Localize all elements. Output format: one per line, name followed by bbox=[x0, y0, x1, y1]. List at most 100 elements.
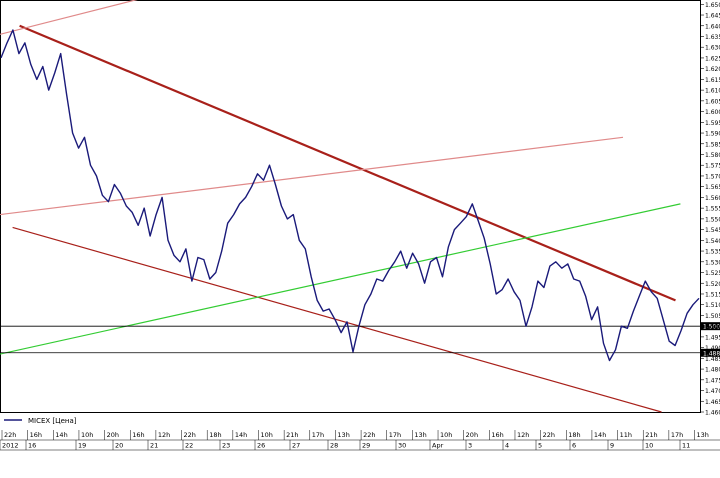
x-time-label: 18h bbox=[209, 431, 221, 439]
x-time-label: 14h bbox=[235, 431, 247, 439]
y-tick-label: 1.640 bbox=[705, 23, 720, 30]
y-tick-label: 1.485 bbox=[705, 356, 720, 363]
y-tick-label: 1.600 bbox=[705, 109, 720, 116]
y-tick-label: 1.495 bbox=[705, 334, 720, 341]
trend-line bbox=[12, 226, 662, 413]
x-time-label: 11h bbox=[620, 431, 632, 439]
y-tick-label: 1.460 bbox=[705, 410, 720, 417]
x-time-label: 22h bbox=[4, 431, 16, 439]
x-time-label: 20h bbox=[466, 431, 478, 439]
series-layer bbox=[0, 29, 700, 362]
y-tick-label: 1.615 bbox=[705, 77, 720, 84]
y-tick-label: 1.605 bbox=[705, 98, 720, 105]
trend-line bbox=[0, 136, 624, 216]
y-tick-label: 1.635 bbox=[705, 34, 720, 41]
legend-label: MICEX [Цена] bbox=[28, 417, 77, 425]
y-tick-label: 1.555 bbox=[705, 206, 720, 213]
x-time-label: 13h bbox=[414, 431, 426, 439]
trend-line bbox=[19, 24, 676, 302]
x-date-label: 11 bbox=[682, 442, 690, 450]
x-time-label: 17h bbox=[671, 431, 683, 439]
x-date-label: 2012 bbox=[2, 442, 19, 450]
price-series-line bbox=[0, 29, 700, 362]
x-time-label: 21h bbox=[645, 431, 657, 439]
x-date-label: 19 bbox=[78, 442, 86, 450]
x-time-label: 12h bbox=[517, 431, 529, 439]
x-time-label: 14h bbox=[55, 431, 67, 439]
y-tick-label: 1.505 bbox=[705, 313, 720, 320]
x-time-label: 22h bbox=[184, 431, 196, 439]
y-tick-label: 1.650 bbox=[705, 2, 720, 9]
x-time-label: 20h bbox=[107, 431, 119, 439]
y-tick-label: 1.565 bbox=[705, 184, 720, 191]
reference-line-badge bbox=[701, 348, 720, 357]
x-time-label: 21h bbox=[286, 431, 298, 439]
y-tick-label: 1.545 bbox=[705, 227, 720, 234]
y-tick-label: 1.560 bbox=[705, 195, 720, 202]
x-time-label: 10h bbox=[81, 431, 93, 439]
y-tick-label: 1.580 bbox=[705, 152, 720, 159]
y-tick-label: 1.585 bbox=[705, 141, 720, 148]
y-tick-label: 1.465 bbox=[705, 399, 720, 406]
y-tick-label: 1.570 bbox=[705, 173, 720, 180]
y-tick-label: 1.535 bbox=[705, 249, 720, 256]
y-tick-label: 1.575 bbox=[705, 163, 720, 170]
x-date-label: 5 bbox=[538, 442, 542, 450]
x-date-label: 4 bbox=[505, 442, 509, 450]
horizontal-lines: 1.500 1.488 bbox=[0, 322, 720, 357]
x-time-label: 16h bbox=[30, 431, 42, 439]
y-tick-label: 1.500 bbox=[705, 324, 720, 331]
trend-line bbox=[0, 0, 138, 35]
x-time-label: 12h bbox=[158, 431, 170, 439]
x-time-label: 17h bbox=[312, 431, 324, 439]
x-date-label: 6 bbox=[572, 442, 576, 450]
y-tick-label: 1.490 bbox=[705, 345, 720, 352]
x-time-label: 17h bbox=[389, 431, 401, 439]
y-tick-label: 1.630 bbox=[705, 45, 720, 52]
x-time-label: 10h bbox=[440, 431, 452, 439]
x-date-label: Apr bbox=[432, 442, 444, 450]
x-date-label: 20 bbox=[115, 442, 123, 450]
x-time-label: 10h bbox=[260, 431, 272, 439]
x-time-label: 14h bbox=[594, 431, 606, 439]
y-tick-label: 1.530 bbox=[705, 259, 720, 266]
x-date-label: 26 bbox=[257, 442, 265, 450]
x-time-label: 16h bbox=[132, 431, 144, 439]
x-time-label: 22h bbox=[543, 431, 555, 439]
y-tick-label: 1.590 bbox=[705, 131, 720, 138]
x-date-label: 9 bbox=[610, 442, 614, 450]
x-time-label: 22h bbox=[363, 431, 375, 439]
x-date-label: 21 bbox=[150, 442, 158, 450]
y-tick-label: 1.620 bbox=[705, 66, 720, 73]
trend-lines bbox=[0, 0, 681, 413]
reference-line-label: 1.488 bbox=[703, 350, 720, 357]
y-tick-label: 1.525 bbox=[705, 270, 720, 277]
y-tick-label: 1.540 bbox=[705, 238, 720, 245]
x-date-label: 28 bbox=[330, 442, 338, 450]
x-time-label: 16h bbox=[491, 431, 503, 439]
x-axis: 22h 16h 14h 10h 20h 16h 12h 22h 18h 14h 10h 21h 17h 1… bbox=[0, 430, 720, 451]
x-date-label: 23 bbox=[222, 442, 230, 450]
y-tick-label: 1.515 bbox=[705, 291, 720, 298]
y-axis: 1.650 1.645 1.640 1.635 1.630 1.625 1.620 1.615… bbox=[700, 2, 720, 417]
y-tick-label: 1.470 bbox=[705, 388, 720, 395]
y-tick-label: 1.550 bbox=[705, 216, 720, 223]
trend-line bbox=[0, 203, 681, 355]
x-date-label: 3 bbox=[468, 442, 472, 450]
legend: MICEX [Цена] bbox=[4, 417, 77, 425]
x-date-label: 29 bbox=[362, 442, 370, 450]
y-tick-label: 1.520 bbox=[705, 281, 720, 288]
y-tick-label: 1.510 bbox=[705, 302, 720, 309]
reference-line-badge bbox=[701, 322, 720, 331]
reference-line-label: 1.500 bbox=[703, 324, 720, 331]
y-tick-label: 1.480 bbox=[705, 367, 720, 374]
x-time-label: 13h bbox=[697, 431, 709, 439]
x-date-label: 30 bbox=[398, 442, 406, 450]
x-date-label: 10 bbox=[645, 442, 653, 450]
y-tick-label: 1.645 bbox=[705, 13, 720, 20]
x-date-label: 22 bbox=[185, 442, 193, 450]
x-time-label: 13h bbox=[337, 431, 349, 439]
y-tick-label: 1.610 bbox=[705, 88, 720, 95]
y-tick-label: 1.595 bbox=[705, 120, 720, 127]
